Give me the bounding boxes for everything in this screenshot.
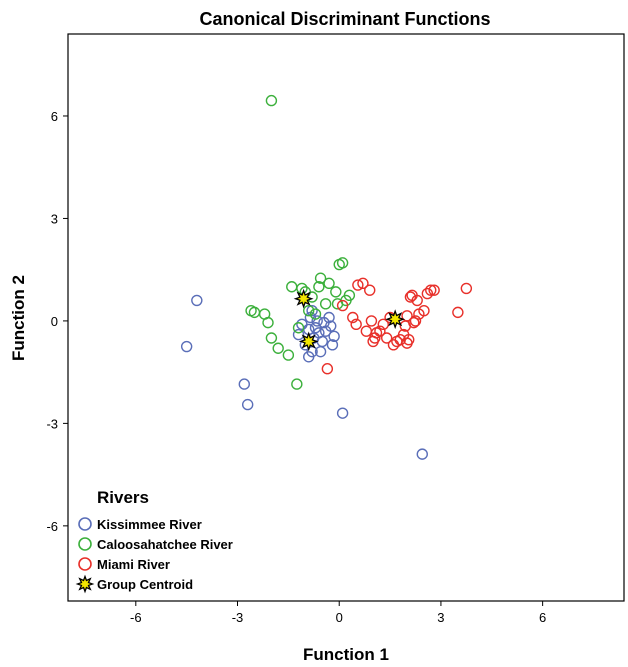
point-caloosahatchee	[303, 304, 315, 317]
point-kissimmee	[311, 315, 323, 327]
point-caloosahatchee	[319, 298, 332, 310]
legend-marker-star	[75, 574, 95, 594]
point-caloosahatchee	[323, 277, 335, 290]
point-miami	[409, 315, 422, 327]
point-miami	[321, 363, 334, 375]
y-tick-label: -6	[46, 519, 58, 534]
y-axis-label: Function 2	[9, 275, 28, 361]
x-tick-label: 6	[539, 610, 546, 625]
x-tick-label: -3	[232, 610, 244, 625]
legend-marker-circle	[78, 537, 92, 551]
point-caloosahatchee	[336, 257, 349, 269]
point-miami	[428, 284, 440, 296]
point-caloosahatchee	[314, 272, 327, 284]
point-kissimmee	[292, 328, 305, 341]
point-kissimmee	[336, 407, 349, 419]
x-tick-label: -6	[130, 610, 142, 625]
point-kissimmee	[416, 448, 428, 460]
x-axis-label: Function 1	[303, 645, 389, 664]
point-kissimmee	[296, 318, 308, 331]
point-caloosahatchee	[272, 342, 284, 354]
point-caloosahatchee	[313, 281, 325, 293]
centroid-miami	[385, 309, 406, 330]
point-miami	[377, 318, 389, 331]
point-kissimmee	[314, 345, 327, 358]
point-caloosahatchee	[282, 349, 295, 361]
point-miami	[425, 284, 437, 296]
point-miami	[336, 299, 349, 312]
legend-label: Miami River	[97, 557, 170, 572]
legend-marker-circle	[78, 517, 92, 531]
point-caloosahatchee	[262, 316, 274, 329]
point-kissimmee	[318, 316, 330, 329]
point-kissimmee	[238, 378, 250, 390]
point-miami	[347, 311, 359, 324]
point-kissimmee	[241, 398, 254, 411]
point-caloosahatchee	[343, 289, 356, 301]
y-tick-label: 6	[51, 109, 58, 124]
centroid-kissimmee	[298, 331, 319, 352]
point-miami	[352, 279, 364, 291]
centroid-caloosahatchee	[293, 288, 314, 309]
point-miami	[374, 325, 386, 337]
axis-ticks: -6 -3 0 3 6 -6 -3 0 3 6	[46, 109, 546, 625]
point-miami	[401, 310, 413, 322]
point-miami	[404, 291, 417, 303]
point-caloosahatchee	[291, 378, 303, 390]
point-miami	[411, 294, 423, 307]
point-kissimmee	[191, 294, 203, 307]
point-miami	[350, 318, 362, 331]
y-tick-label: 3	[51, 211, 58, 226]
legend-label: Group Centroid	[97, 577, 193, 592]
point-miami	[452, 306, 464, 319]
point-caloosahatchee	[292, 322, 305, 334]
point-miami	[403, 334, 415, 346]
point-kissimmee	[326, 339, 339, 351]
point-miami	[418, 304, 430, 317]
y-tick-label: 0	[51, 314, 58, 329]
chart-title: Canonical Discriminant Functions	[199, 9, 490, 29]
point-kissimmee	[180, 340, 193, 353]
x-tick-label: 3	[437, 610, 444, 625]
point-miami	[421, 287, 434, 300]
legend-label: Kissimmee River	[97, 517, 202, 532]
point-caloosahatchee	[265, 332, 278, 344]
point-miami	[380, 332, 393, 344]
y-tick-label: -3	[46, 416, 58, 431]
point-caloosahatchee	[330, 286, 342, 298]
point-caloosahatchee	[265, 94, 278, 107]
point-miami	[365, 315, 378, 327]
point-kissimmee	[325, 320, 337, 332]
point-caloosahatchee	[296, 282, 308, 295]
legend-label: Caloosahatchee River	[97, 537, 233, 552]
point-caloosahatchee	[309, 308, 322, 320]
group-centroids	[293, 288, 406, 352]
point-kissimmee	[328, 330, 340, 342]
x-tick-label: 0	[336, 610, 343, 625]
point-miami	[460, 282, 473, 295]
legend-title: Rivers	[97, 488, 149, 507]
point-miami	[364, 284, 376, 296]
plot-area-frame	[67, 33, 625, 602]
point-miami	[357, 277, 369, 290]
legend: Rivers Kissimmee River Caloosahatchee Riv…	[75, 488, 233, 594]
point-kissimmee	[306, 304, 318, 317]
legend-marker-circle	[78, 557, 92, 571]
